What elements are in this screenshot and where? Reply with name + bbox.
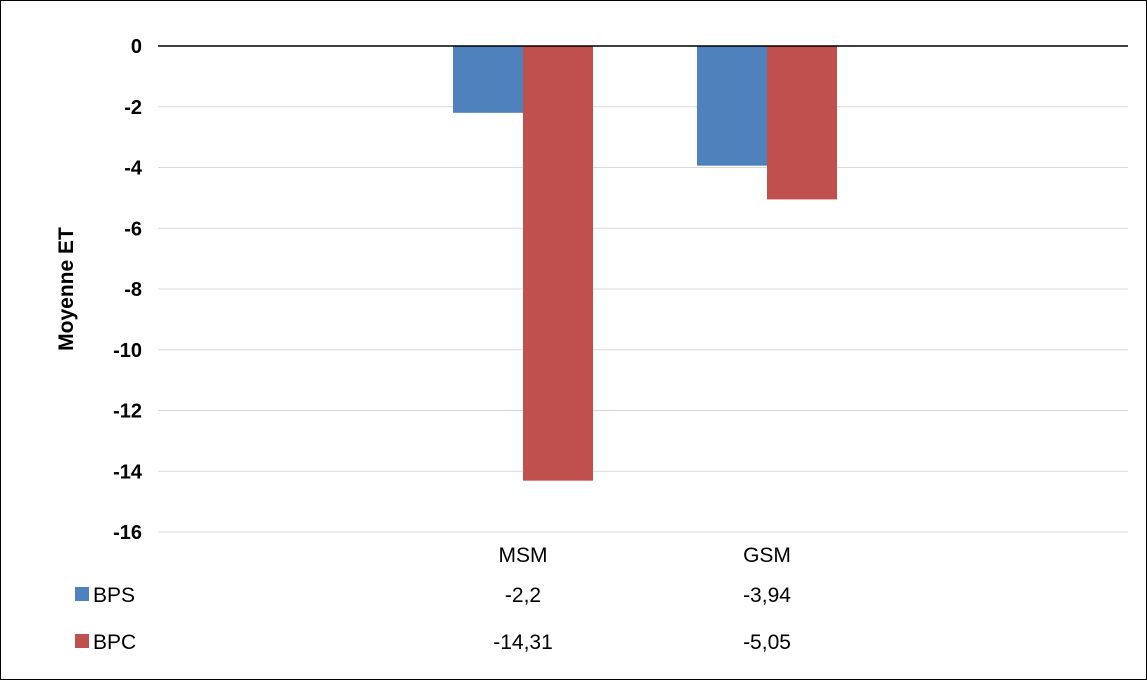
legend-swatch-bps [75, 587, 89, 601]
category-label: MSM [499, 544, 548, 567]
y-tick-label: -8 [124, 279, 142, 301]
gridlines [158, 106, 1128, 533]
y-tick-label: -4 [124, 158, 143, 180]
y-tick-label: 0 [131, 36, 142, 58]
bars [453, 46, 837, 481]
y-tick-label: -14 [113, 461, 143, 483]
y-tick-label: -10 [113, 340, 142, 362]
data-table-value: -3,94 [743, 584, 791, 607]
bar-bpc-msm [523, 46, 593, 481]
y-tick-labels: 0 -2 -4 -6 -8 -10 -12 -14 -16 [113, 36, 143, 544]
y-tick-label: -2 [124, 97, 142, 119]
category-label: GSM [743, 544, 791, 567]
bar-bps-msm [453, 46, 523, 113]
legend-swatch-bpc [75, 634, 89, 648]
legend-label-bpc: BPC [93, 631, 136, 654]
data-table-value: -2,2 [505, 584, 541, 607]
y-tick-label: -12 [113, 401, 142, 423]
legend-label-bps: BPS [93, 584, 135, 607]
y-tick-label: -6 [124, 218, 142, 240]
y-tick-label: -16 [113, 522, 142, 544]
y-axis-label: Moyenne ET [55, 227, 78, 351]
bar-bps-gsm [697, 46, 767, 166]
data-table-value: -14,31 [493, 631, 553, 654]
category-labels: MSM GSM [499, 544, 791, 567]
bar-bpc-gsm [767, 46, 837, 200]
data-table: BPS -2,2 -3,94 BPC -14,31 -5,05 [75, 584, 791, 654]
data-table-value: -5,05 [743, 631, 791, 654]
